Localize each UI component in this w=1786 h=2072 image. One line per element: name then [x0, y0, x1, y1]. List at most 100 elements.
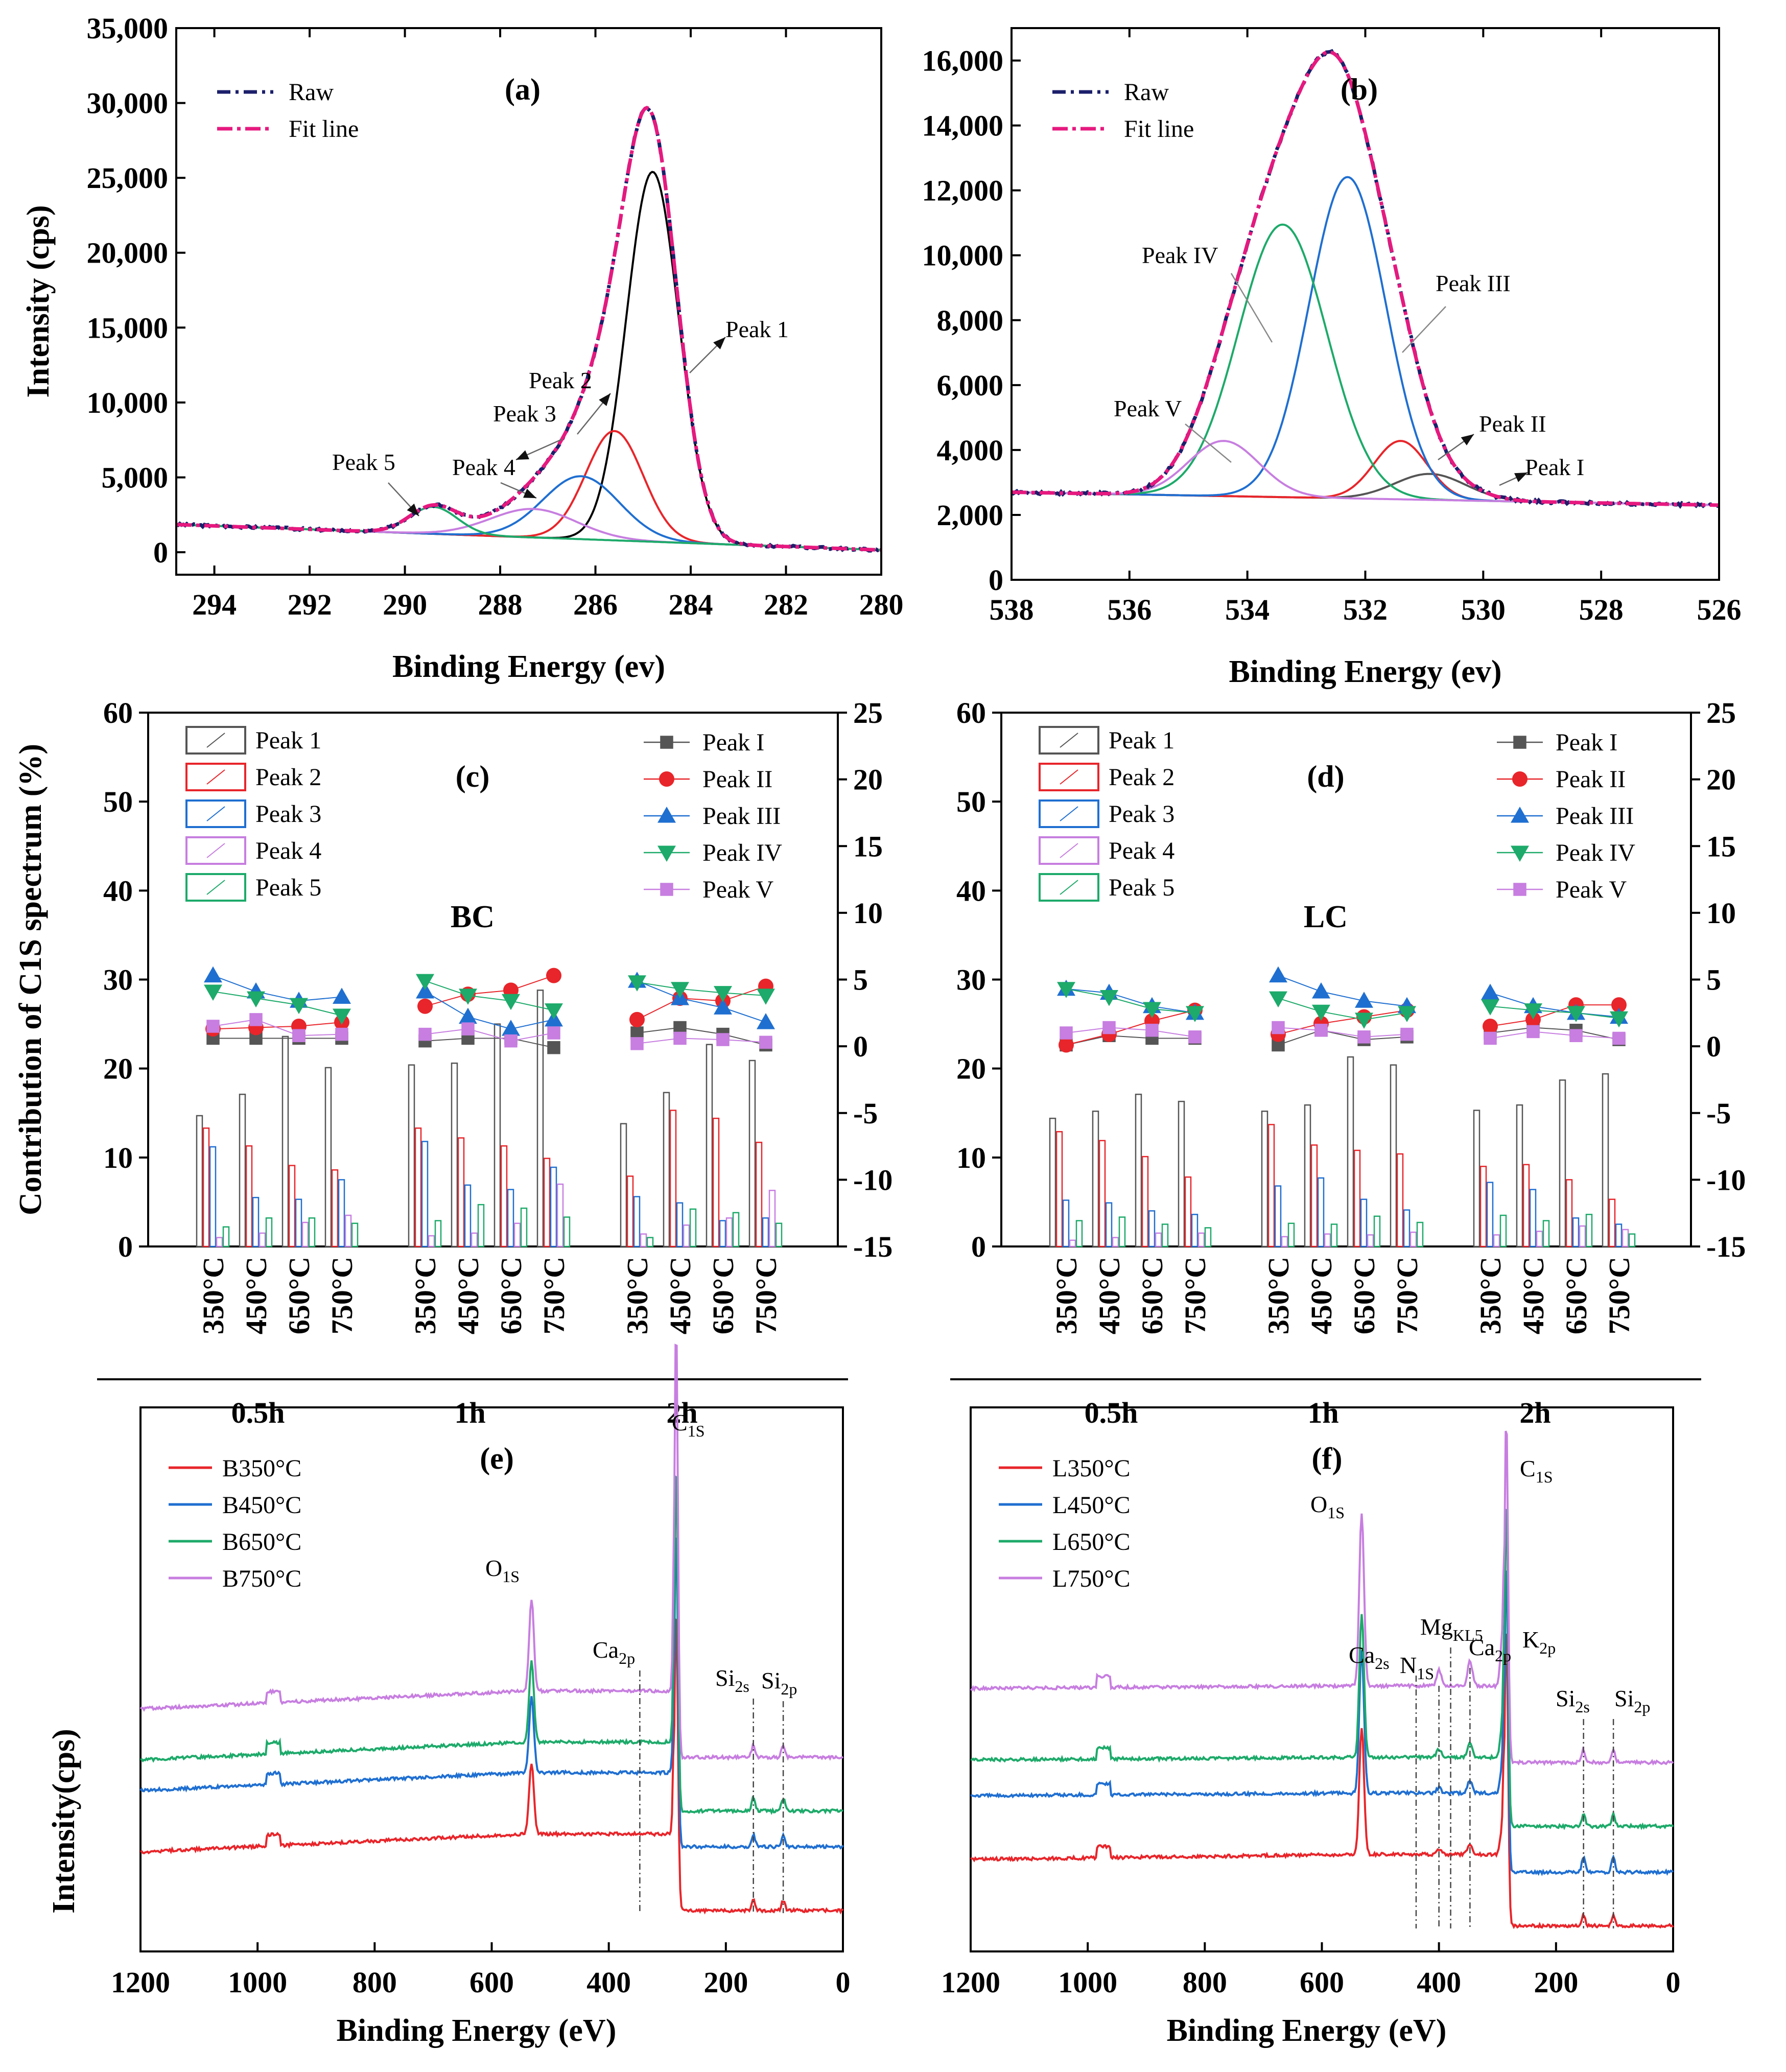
point-peak-v — [1272, 1021, 1285, 1034]
legend-marker — [1511, 845, 1529, 862]
category-label: 350°C — [621, 1257, 654, 1334]
bar-peak-1 — [494, 1023, 501, 1247]
legend-label: Peak 1 — [1109, 727, 1174, 754]
y-tick-label: 50 — [103, 785, 133, 818]
y2-tick-label: 25 — [1706, 696, 1736, 729]
bar-peak-4 — [301, 1221, 309, 1247]
peak-label: Peak V — [1114, 395, 1182, 421]
panel-2-group: 0 10 20 30 40 50 60 -15 -10 -5 0 5 10 15 20 25 350°C 450°… — [13, 696, 892, 1429]
bar-peak-4 — [556, 1183, 564, 1247]
x-axis-title: Binding Energy (ev) — [392, 649, 665, 684]
legend-label: Peak 5 — [1109, 874, 1174, 901]
category-label: 450°C — [664, 1257, 697, 1334]
spectrum-2 — [970, 1508, 1674, 1830]
category-label: 650°C — [495, 1257, 528, 1334]
peak-annotation: Ca2s — [1349, 1642, 1390, 1673]
point-peak-iv — [628, 975, 646, 992]
y2-tick-label: 0 — [853, 1030, 868, 1063]
peak-label: Peak I — [1525, 454, 1584, 480]
bar-peak-3 — [550, 1166, 557, 1247]
x-tick-label: 1000 — [228, 1966, 287, 1999]
bar-peak-5 — [1499, 1214, 1507, 1247]
bar-peak-3 — [719, 1220, 726, 1247]
group-label: 2h — [1519, 1396, 1550, 1429]
point-peak-iv — [1481, 999, 1499, 1016]
panel-5-group: 1200 1000 800 600 400 200 0 Binding Energy (eV)… — [941, 1406, 1681, 2048]
arrow-head — [407, 503, 419, 516]
series-line-peak-i — [1490, 1027, 1619, 1041]
series-line-peak-iv — [213, 991, 342, 1016]
bar-peak-1 — [1135, 1093, 1142, 1247]
bar-peak-3 — [1274, 1185, 1282, 1247]
bar-peak-4 — [1155, 1232, 1162, 1247]
group-label: 1h — [1307, 1396, 1338, 1429]
point-peak-iv — [757, 988, 775, 1005]
bar-peak-3 — [633, 1196, 641, 1247]
category-label: 350°C — [409, 1257, 442, 1334]
bar-peak-5 — [1373, 1215, 1381, 1247]
legend-label: Peak 5 — [255, 874, 321, 901]
category-label: 650°C — [1348, 1257, 1381, 1334]
annotation-subscript: 2s — [1375, 1654, 1389, 1673]
x-axis-title: Binding Energy (eV) — [337, 2013, 617, 2048]
peak-annotation: N1S — [1400, 1652, 1434, 1683]
bar-peak-2 — [1098, 1140, 1106, 1247]
panel-label: (e) — [480, 1442, 514, 1475]
point-peak-v — [1526, 1025, 1540, 1039]
x-tick-label: 530 — [1461, 593, 1506, 626]
point-peak-iii — [333, 987, 351, 1004]
legend-label: B450°C — [222, 1492, 301, 1519]
x-tick-label: 528 — [1579, 593, 1624, 626]
legend-label: Peak III — [1556, 803, 1634, 830]
y-tick-label: 30,000 — [87, 87, 169, 120]
point-peak-iv — [714, 986, 732, 1002]
peak-annotation: K2p — [1522, 1627, 1556, 1657]
y2-tick-label: 5 — [853, 963, 868, 997]
leader-line — [1230, 273, 1273, 343]
bar-peak-1 — [706, 1044, 713, 1247]
category-label: 450°C — [1517, 1257, 1550, 1334]
bar-peak-3 — [676, 1202, 684, 1247]
annotation-element: O — [485, 1555, 502, 1581]
series-line-peak-ii — [213, 1022, 342, 1030]
peak-label: Peak 2 — [529, 367, 592, 393]
legend-marker — [660, 883, 673, 896]
annotation-subscript: 1S — [1417, 1664, 1434, 1683]
category-label: 750°C — [1179, 1257, 1212, 1334]
panel-label: (f) — [1312, 1442, 1343, 1475]
x-tick-label: 1200 — [111, 1966, 170, 1999]
category-label: 750°C — [1603, 1257, 1636, 1334]
y-tick-label: 5,000 — [102, 461, 169, 494]
arrow-head — [523, 488, 536, 498]
category-label: 750°C — [325, 1257, 359, 1334]
legend-label: L450°C — [1052, 1492, 1131, 1519]
y-tick-label: 20 — [956, 1052, 986, 1086]
annotation-element: Ca — [1349, 1642, 1375, 1668]
x-axis-title: Binding Energy (ev) — [1229, 654, 1502, 689]
legend-label: L350°C — [1052, 1455, 1131, 1482]
y2-tick-label: -15 — [853, 1230, 892, 1263]
bar-peak-5 — [1542, 1220, 1550, 1247]
bar-peak-3 — [507, 1189, 514, 1247]
legend-label: Peak 3 — [255, 800, 321, 828]
bar-peak-4 — [1197, 1232, 1205, 1247]
legend-label: L650°C — [1052, 1528, 1131, 1556]
arrow-head — [516, 450, 529, 460]
category-label: 650°C — [283, 1257, 316, 1334]
x-tick-label: 600 — [1300, 1966, 1344, 1999]
legend-label: Peak 3 — [1109, 800, 1174, 828]
x-tick-label: 526 — [1697, 593, 1742, 626]
bar-peak-2 — [1565, 1179, 1573, 1247]
category-label: 650°C — [1560, 1257, 1593, 1334]
bar-peak-5 — [520, 1207, 528, 1247]
bar-peak-2 — [1396, 1153, 1404, 1247]
bar-peak-4 — [683, 1224, 690, 1247]
x-tick-label: 534 — [1225, 593, 1270, 626]
annotation-subscript: 2p — [1495, 1646, 1511, 1665]
bar-peak-2 — [1479, 1166, 1487, 1247]
category-label: 450°C — [240, 1257, 273, 1334]
y-tick-label: 20,000 — [87, 237, 169, 270]
legend-label: Fit line — [289, 115, 359, 143]
bar-peak-3 — [762, 1217, 769, 1247]
